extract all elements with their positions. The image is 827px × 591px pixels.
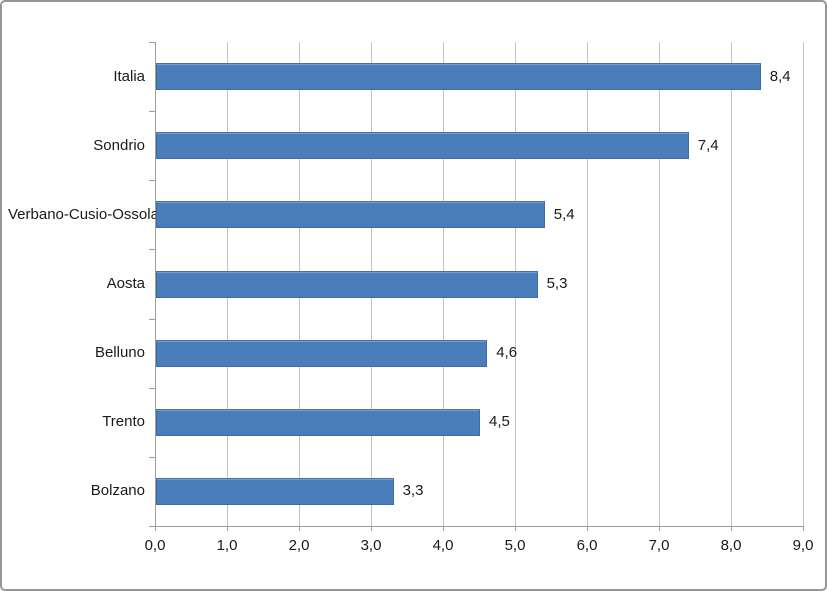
x-axis-tick: [443, 526, 444, 531]
bar: [156, 132, 689, 160]
x-axis-label: 6,0: [576, 537, 598, 554]
x-axis-tick: [659, 526, 660, 531]
y-axis-tick: [149, 249, 155, 251]
category-label: Belluno: [94, 344, 145, 362]
y-axis-line: [155, 42, 156, 526]
y-axis-tick: [149, 42, 155, 43]
x-axis-tick: [299, 526, 300, 531]
x-axis-tick: [587, 526, 588, 531]
gridline: [659, 42, 660, 526]
y-axis-tick: [149, 456, 155, 458]
x-axis-tick: [155, 526, 156, 531]
x-axis-label: 5,0: [504, 537, 526, 554]
y-axis-tick: [149, 387, 155, 389]
value-label: 7,4: [697, 136, 719, 154]
bar: [156, 408, 480, 436]
x-axis-line: [155, 526, 804, 527]
bar: [156, 201, 545, 229]
gridline: [587, 42, 588, 526]
category-label: Italia: [113, 67, 145, 85]
x-axis-label: 4,0: [432, 537, 454, 554]
gridline: [803, 42, 804, 526]
x-axis-label: 8,0: [720, 537, 742, 554]
bar: [156, 477, 394, 505]
value-label: 5,4: [553, 205, 575, 223]
x-axis-label: 9,0: [792, 537, 814, 554]
bar: [156, 270, 538, 298]
x-axis-tick: [227, 526, 228, 531]
x-axis-tick: [731, 526, 732, 531]
x-axis-label: 3,0: [360, 537, 382, 554]
x-axis-tick: [371, 526, 372, 531]
category-label: Trento: [102, 413, 145, 431]
gridline: [731, 42, 732, 526]
category-label: Verbano-Cusio-Ossola: [8, 205, 159, 223]
bar: [156, 63, 761, 91]
y-axis-tick: [149, 180, 155, 182]
x-axis-label: 2,0: [288, 537, 310, 554]
value-label: 4,5: [489, 413, 510, 431]
x-axis-label: 0,0: [144, 537, 166, 554]
x-axis-label: 1,0: [216, 537, 238, 554]
y-axis-tick: [149, 111, 155, 113]
x-axis-tick: [515, 526, 516, 531]
x-axis-tick: [803, 526, 804, 531]
bar: [156, 339, 488, 367]
y-axis-tick: [149, 318, 155, 320]
category-label: Aosta: [106, 275, 145, 292]
value-label: 8,4: [769, 67, 791, 85]
value-label: 5,3: [546, 275, 568, 292]
x-axis-label: 7,0: [648, 537, 670, 554]
value-label: 3,3: [402, 482, 424, 500]
value-label: 4,6: [496, 344, 518, 362]
category-label: Sondrio: [93, 136, 145, 154]
y-axis-tick: [149, 526, 155, 527]
category-label: Bolzano: [90, 482, 145, 500]
